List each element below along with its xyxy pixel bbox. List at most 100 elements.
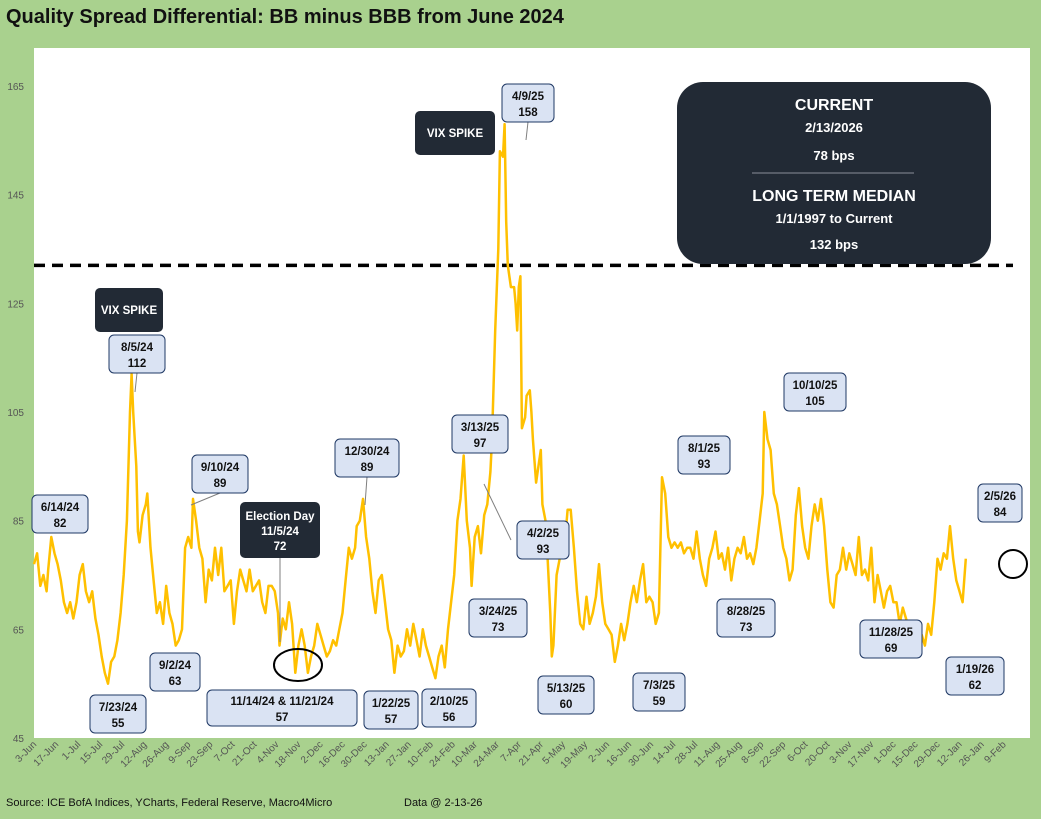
annotation-date: 8/1/25: [688, 443, 721, 455]
annotation-callout: 8/28/25 73: [716, 598, 776, 638]
annotation-callout: 7/3/25 59: [632, 672, 686, 712]
annotation-box: [859, 619, 923, 659]
annotation-date: 4/9/25: [512, 91, 545, 103]
annotation-box: [977, 483, 1023, 523]
y-axis: 45 65 85 105 125 145 165: [7, 82, 24, 745]
annotation-value: 57: [385, 714, 398, 726]
annotation-box: [191, 454, 249, 494]
annotation-box: [31, 494, 89, 534]
annotation-box: [149, 652, 201, 692]
annotation-date: 1/22/25: [372, 698, 411, 710]
annotation-box: [421, 688, 477, 728]
annotation-text: Election Day: [245, 511, 315, 523]
annotation-value: 105: [805, 396, 825, 408]
annotation-value: 59: [653, 696, 666, 708]
annotation-date: 3/24/25: [479, 606, 518, 618]
annotation-leader: [364, 476, 368, 506]
x-tick-label: 14-Jul: [651, 739, 678, 766]
annotation-value: 55: [112, 718, 125, 730]
chart-title: Quality Spread Differential: BB minus BB…: [6, 6, 564, 28]
info-current-title: CURRENT: [795, 97, 873, 114]
annotation-date: 11/14/24 & 11/21/24: [231, 696, 335, 708]
x-tick-label: 24-Mar: [472, 739, 503, 770]
annotation-callout: VIX SPIKE: [95, 288, 163, 332]
annotation-box: [363, 690, 419, 730]
annotation-value: 93: [537, 544, 550, 556]
annotation-box: [451, 414, 509, 454]
annotation-callout: 11/14/24 & 11/21/24 57: [206, 689, 358, 727]
annotation-box: [632, 672, 686, 712]
x-tick-label: 15-Jul: [78, 739, 105, 766]
annotation-box: [783, 372, 847, 412]
annotation-value: 93: [698, 459, 711, 471]
annotation-callout: 3/13/25 97: [451, 414, 509, 454]
annotation-value: 69: [885, 643, 898, 655]
annotation-callout: 9/2/24 63: [149, 652, 201, 692]
y-tick-label: 165: [7, 82, 24, 93]
y-tick-label: 45: [13, 734, 25, 745]
annotation-date: 5/13/25: [547, 683, 586, 695]
annotation-value: 72: [274, 541, 287, 553]
annotation-value: 73: [492, 622, 505, 634]
annotation-callout: 1/19/26 62: [945, 656, 1005, 696]
annotation-box: [468, 598, 528, 638]
annotation-box: [501, 83, 555, 123]
annotation-value: 82: [54, 518, 67, 530]
x-tick-label: 9-Feb: [982, 739, 1009, 766]
annotation-box: [516, 520, 570, 560]
annotation-text: VIX SPIKE: [101, 305, 158, 317]
annotation-value: 89: [214, 478, 227, 490]
series-line-bb-minus-bbb: [32, 122, 968, 685]
annotation-box: [677, 435, 731, 475]
annotation-date: 10/10/25: [793, 380, 838, 392]
annotation-date: 9/10/24: [201, 462, 240, 474]
info-median-value: 132 bps: [810, 237, 858, 252]
annotation-date: 7/3/25: [643, 680, 676, 692]
annotation-callout: 9/10/24 89: [191, 454, 249, 494]
annotation-box: [108, 334, 166, 374]
annotation-callout: 6/14/24 82: [31, 494, 89, 534]
annotation-value: 89: [361, 462, 374, 474]
annotation-callout: 5/13/25 60: [537, 675, 595, 715]
annotation-value: 97: [474, 438, 487, 450]
annotation-box: [95, 288, 163, 332]
annotation-date: 12/30/24: [345, 446, 390, 458]
annotation-box: [415, 111, 495, 155]
annotation-value: 62: [969, 680, 982, 692]
annotation-date: 6/14/24: [41, 502, 80, 514]
annotation-value: 63: [169, 676, 182, 688]
annotation-date: 3/13/25: [461, 422, 500, 434]
annotation-value: 112: [128, 358, 147, 370]
info-median-title: LONG TERM MEDIAN: [752, 188, 916, 205]
annotation-date: 8/28/25: [727, 606, 766, 618]
footer-source: Source: ICE BofA Indices, YCharts, Feder…: [6, 797, 333, 809]
annotation-leader: [134, 372, 138, 393]
footer-data-date: Data @ 2-13-26: [404, 797, 483, 809]
annotation-value: 56: [443, 712, 456, 724]
info-box: CURRENT 2/13/2026 78 bps LONG TERM MEDIA…: [677, 82, 991, 264]
annotation-callout: Election Day 11/5/24 72: [240, 502, 320, 558]
x-tick-label: 30-Jun: [627, 739, 656, 768]
annotation-box: [716, 598, 776, 638]
annotation-date: 11/5/24: [261, 526, 299, 538]
x-tick-label: 21-Oct: [230, 739, 259, 768]
annotation-box: [334, 438, 400, 478]
y-tick-label: 125: [7, 299, 24, 310]
annotation-date: 2/5/26: [984, 491, 1016, 503]
info-median-range: 1/1/1997 to Current: [775, 211, 893, 226]
annotation-callout: 12/30/24 89: [334, 438, 400, 478]
annotation-callout: 8/5/24 112: [108, 334, 166, 374]
annotation-callout: 2/10/25 56: [421, 688, 477, 728]
election-lows-circle: [273, 648, 323, 682]
annotation-value: 84: [994, 507, 1007, 519]
annotation-value: 158: [518, 107, 538, 119]
y-tick-label: 85: [13, 517, 25, 528]
annotation-box: [89, 694, 147, 734]
annotations: 6/14/24 82 7/23/24 55 8/5/24 112 9/2/24 63 9/10/…: [31, 83, 1023, 734]
annotation-callout: 3/24/25 73: [468, 598, 528, 638]
annotation-value: 57: [276, 712, 289, 724]
info-current-value: 78 bps: [813, 148, 854, 163]
info-current-date: 2/13/2026: [805, 120, 863, 135]
